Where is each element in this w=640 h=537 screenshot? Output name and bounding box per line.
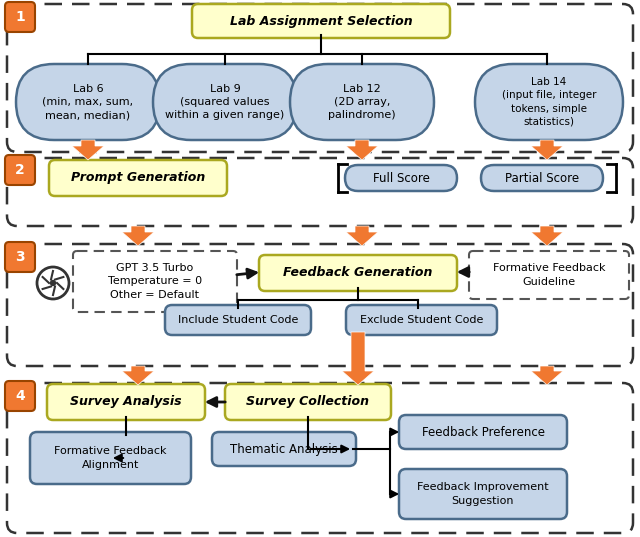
Text: Full Score: Full Score <box>372 171 429 185</box>
Polygon shape <box>346 226 378 246</box>
FancyBboxPatch shape <box>5 2 35 32</box>
Polygon shape <box>531 140 563 160</box>
Text: Feedback Preference: Feedback Preference <box>422 425 545 439</box>
FancyBboxPatch shape <box>5 381 35 411</box>
Text: Partial Score: Partial Score <box>505 171 579 185</box>
FancyBboxPatch shape <box>475 64 623 140</box>
FancyBboxPatch shape <box>481 165 603 191</box>
Text: Lab 9
(squared values
within a given range): Lab 9 (squared values within a given ran… <box>165 84 285 120</box>
Text: 3: 3 <box>15 250 25 264</box>
Text: Prompt Generation: Prompt Generation <box>71 171 205 185</box>
Text: Feedback Improvement
Suggestion: Feedback Improvement Suggestion <box>417 482 549 506</box>
Circle shape <box>50 280 56 286</box>
Text: Survey Collection: Survey Collection <box>246 395 369 409</box>
FancyBboxPatch shape <box>7 158 633 226</box>
Text: Feedback Generation: Feedback Generation <box>284 266 433 279</box>
Text: Lab 12
(2D array,
palindrome): Lab 12 (2D array, palindrome) <box>328 84 396 120</box>
Text: Formative Feedback
Guideline: Formative Feedback Guideline <box>493 264 605 287</box>
FancyBboxPatch shape <box>259 255 457 291</box>
FancyBboxPatch shape <box>7 383 633 533</box>
FancyBboxPatch shape <box>192 4 450 38</box>
Text: Survey Analysis: Survey Analysis <box>70 395 182 409</box>
Text: GPT 3.5 Turbo
Temperature = 0
Other = Default: GPT 3.5 Turbo Temperature = 0 Other = De… <box>108 263 202 300</box>
Polygon shape <box>346 140 378 160</box>
Polygon shape <box>531 366 563 385</box>
FancyBboxPatch shape <box>47 384 205 420</box>
Polygon shape <box>122 366 154 385</box>
Text: 4: 4 <box>15 389 25 403</box>
FancyBboxPatch shape <box>399 415 567 449</box>
Polygon shape <box>72 140 104 160</box>
Text: Thematic Analysis: Thematic Analysis <box>230 442 338 455</box>
FancyBboxPatch shape <box>73 251 237 312</box>
Text: Include Student Code: Include Student Code <box>178 315 298 325</box>
FancyBboxPatch shape <box>345 165 457 191</box>
FancyBboxPatch shape <box>153 64 297 140</box>
FancyBboxPatch shape <box>212 432 356 466</box>
FancyBboxPatch shape <box>399 469 567 519</box>
FancyBboxPatch shape <box>225 384 391 420</box>
FancyBboxPatch shape <box>30 432 191 484</box>
Text: Lab 6
(min, max, sum,
mean, median): Lab 6 (min, max, sum, mean, median) <box>42 84 134 120</box>
Text: 1: 1 <box>15 10 25 24</box>
Text: Formative Feedback
Alignment: Formative Feedback Alignment <box>54 446 167 469</box>
Polygon shape <box>531 226 563 246</box>
FancyBboxPatch shape <box>7 4 633 152</box>
Text: 2: 2 <box>15 163 25 177</box>
FancyBboxPatch shape <box>16 64 160 140</box>
Text: Exclude Student Code: Exclude Student Code <box>360 315 483 325</box>
Polygon shape <box>342 332 374 385</box>
FancyBboxPatch shape <box>7 244 633 366</box>
FancyBboxPatch shape <box>469 251 629 299</box>
FancyBboxPatch shape <box>290 64 434 140</box>
FancyBboxPatch shape <box>49 160 227 196</box>
FancyBboxPatch shape <box>5 242 35 272</box>
Text: Lab Assignment Selection: Lab Assignment Selection <box>230 14 412 27</box>
Polygon shape <box>122 226 154 246</box>
Text: Lab 14
(input file, integer
tokens, simple
statistics): Lab 14 (input file, integer tokens, simp… <box>502 77 596 127</box>
FancyBboxPatch shape <box>346 305 497 335</box>
FancyBboxPatch shape <box>165 305 311 335</box>
FancyBboxPatch shape <box>5 155 35 185</box>
